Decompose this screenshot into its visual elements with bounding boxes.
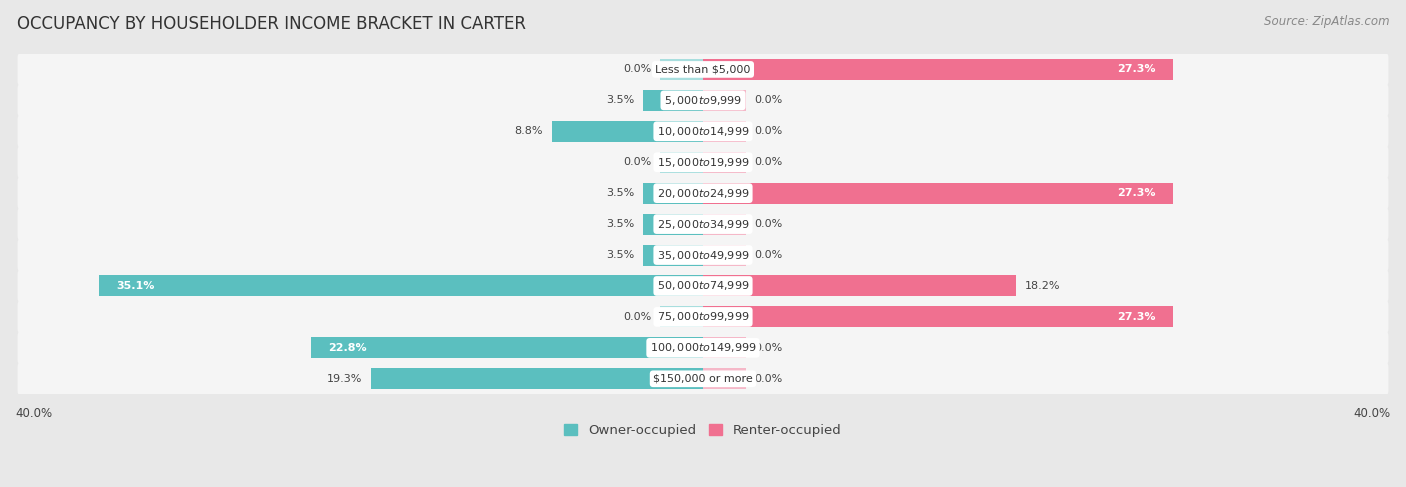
Text: $25,000 to $34,999: $25,000 to $34,999 — [657, 218, 749, 231]
Bar — [703, 276, 1017, 297]
Text: 0.0%: 0.0% — [623, 157, 651, 167]
FancyBboxPatch shape — [18, 53, 1388, 86]
Text: 40.0%: 40.0% — [15, 407, 52, 420]
FancyBboxPatch shape — [18, 177, 1388, 209]
Bar — [703, 183, 1173, 204]
Text: 0.0%: 0.0% — [755, 219, 783, 229]
Bar — [311, 337, 703, 358]
Bar — [703, 152, 747, 173]
Bar — [643, 244, 703, 265]
Bar — [703, 90, 747, 111]
Text: $5,000 to $9,999: $5,000 to $9,999 — [664, 94, 742, 107]
Bar — [100, 276, 703, 297]
Text: $20,000 to $24,999: $20,000 to $24,999 — [657, 187, 749, 200]
Bar — [643, 214, 703, 235]
Bar — [551, 121, 703, 142]
Text: 0.0%: 0.0% — [755, 343, 783, 353]
Bar — [659, 306, 703, 327]
FancyBboxPatch shape — [18, 84, 1388, 117]
Text: 0.0%: 0.0% — [755, 126, 783, 136]
Text: $100,000 to $149,999: $100,000 to $149,999 — [650, 341, 756, 355]
FancyBboxPatch shape — [18, 300, 1388, 333]
Text: 19.3%: 19.3% — [328, 374, 363, 384]
Text: 0.0%: 0.0% — [623, 312, 651, 322]
Text: $150,000 or more: $150,000 or more — [654, 374, 752, 384]
FancyBboxPatch shape — [18, 115, 1388, 148]
Text: 27.3%: 27.3% — [1116, 188, 1156, 198]
Bar — [703, 306, 1173, 327]
FancyBboxPatch shape — [18, 208, 1388, 241]
Bar — [659, 59, 703, 80]
Text: $15,000 to $19,999: $15,000 to $19,999 — [657, 156, 749, 169]
Text: Less than $5,000: Less than $5,000 — [655, 64, 751, 75]
Text: Source: ZipAtlas.com: Source: ZipAtlas.com — [1264, 15, 1389, 28]
Bar — [703, 214, 747, 235]
Text: 0.0%: 0.0% — [623, 64, 651, 75]
Text: 27.3%: 27.3% — [1116, 312, 1156, 322]
Bar — [703, 121, 747, 142]
Bar — [703, 59, 1173, 80]
Text: 3.5%: 3.5% — [606, 219, 634, 229]
Text: 35.1%: 35.1% — [117, 281, 155, 291]
Text: 8.8%: 8.8% — [515, 126, 543, 136]
Text: OCCUPANCY BY HOUSEHOLDER INCOME BRACKET IN CARTER: OCCUPANCY BY HOUSEHOLDER INCOME BRACKET … — [17, 15, 526, 33]
Bar — [659, 152, 703, 173]
Text: 0.0%: 0.0% — [755, 157, 783, 167]
FancyBboxPatch shape — [18, 362, 1388, 395]
Text: $50,000 to $74,999: $50,000 to $74,999 — [657, 280, 749, 293]
Text: 27.3%: 27.3% — [1116, 64, 1156, 75]
Bar — [643, 183, 703, 204]
Text: 0.0%: 0.0% — [755, 374, 783, 384]
FancyBboxPatch shape — [18, 332, 1388, 364]
Text: 22.8%: 22.8% — [328, 343, 367, 353]
Text: $35,000 to $49,999: $35,000 to $49,999 — [657, 248, 749, 262]
Bar — [371, 368, 703, 389]
Text: 0.0%: 0.0% — [755, 250, 783, 260]
Text: 0.0%: 0.0% — [755, 95, 783, 105]
Bar — [703, 368, 747, 389]
Bar — [643, 90, 703, 111]
Bar — [703, 337, 747, 358]
FancyBboxPatch shape — [18, 270, 1388, 302]
FancyBboxPatch shape — [18, 146, 1388, 179]
Text: $10,000 to $14,999: $10,000 to $14,999 — [657, 125, 749, 138]
Text: $75,000 to $99,999: $75,000 to $99,999 — [657, 310, 749, 323]
Legend: Owner-occupied, Renter-occupied: Owner-occupied, Renter-occupied — [560, 418, 846, 442]
Bar — [703, 244, 747, 265]
Text: 18.2%: 18.2% — [1025, 281, 1060, 291]
Text: 3.5%: 3.5% — [606, 188, 634, 198]
Text: 3.5%: 3.5% — [606, 250, 634, 260]
Text: 40.0%: 40.0% — [1354, 407, 1391, 420]
FancyBboxPatch shape — [18, 239, 1388, 271]
Text: 3.5%: 3.5% — [606, 95, 634, 105]
